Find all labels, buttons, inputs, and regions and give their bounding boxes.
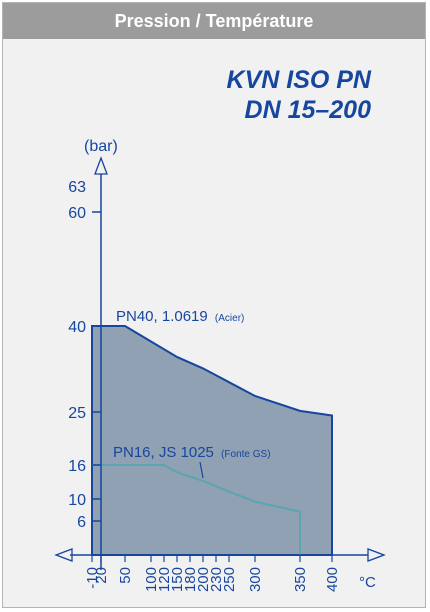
chart-axes bbox=[54, 156, 386, 570]
x-tick-label: 400 bbox=[324, 567, 341, 592]
y-axis-arrow bbox=[94, 156, 108, 175]
model-title: KVN ISO PN DN 15–200 bbox=[227, 65, 371, 125]
series-area-pn40 bbox=[91, 325, 333, 556]
series-label-pn40: PN40, 1.0619 (Acier) bbox=[116, 308, 244, 325]
chart-areas bbox=[91, 325, 333, 556]
x-axis-label: °C bbox=[359, 574, 376, 591]
x-tick-label: 350 bbox=[292, 567, 309, 592]
y-tick-label: 60 bbox=[68, 205, 86, 222]
panel-header: Pression / Température bbox=[3, 3, 425, 39]
x-tick-label: 50 bbox=[117, 567, 134, 584]
x-tick-label: 250 bbox=[221, 567, 238, 592]
x-tick-label: 20 bbox=[93, 567, 110, 584]
y-tick-label: 10 bbox=[68, 492, 86, 509]
x-tick-label: 200 bbox=[195, 567, 212, 592]
x-tick-label: 100 bbox=[143, 567, 160, 592]
series-line-pn16 bbox=[92, 464, 301, 555]
x-tick-label: 230 bbox=[208, 567, 225, 592]
x-tick-label: -10 bbox=[84, 567, 101, 589]
x-tick-label: 300 bbox=[247, 567, 264, 592]
x-tick-label: 120 bbox=[156, 567, 173, 592]
y-tick-label: 6 bbox=[77, 514, 86, 531]
model-line-2: DN 15–200 bbox=[244, 96, 371, 124]
y-tick-label: 63 bbox=[68, 179, 86, 196]
y-axis-label: (bar) bbox=[84, 138, 118, 155]
model-line-1: KVN ISO PN bbox=[226, 66, 371, 94]
y-tick-label: 25 bbox=[68, 405, 86, 422]
x-axis-left-arrow bbox=[54, 548, 73, 562]
y-tick-label: 40 bbox=[68, 319, 86, 336]
x-axis-right-arrow bbox=[367, 548, 386, 562]
series-label-pn16: PN16, JS 1025 (Fonte GS) bbox=[113, 444, 271, 461]
pn16-label-leader bbox=[199, 461, 204, 479]
x-tick-label: 180 bbox=[182, 567, 199, 592]
x-tick-label: 150 bbox=[169, 567, 186, 592]
y-tick-label: 16 bbox=[68, 458, 86, 475]
